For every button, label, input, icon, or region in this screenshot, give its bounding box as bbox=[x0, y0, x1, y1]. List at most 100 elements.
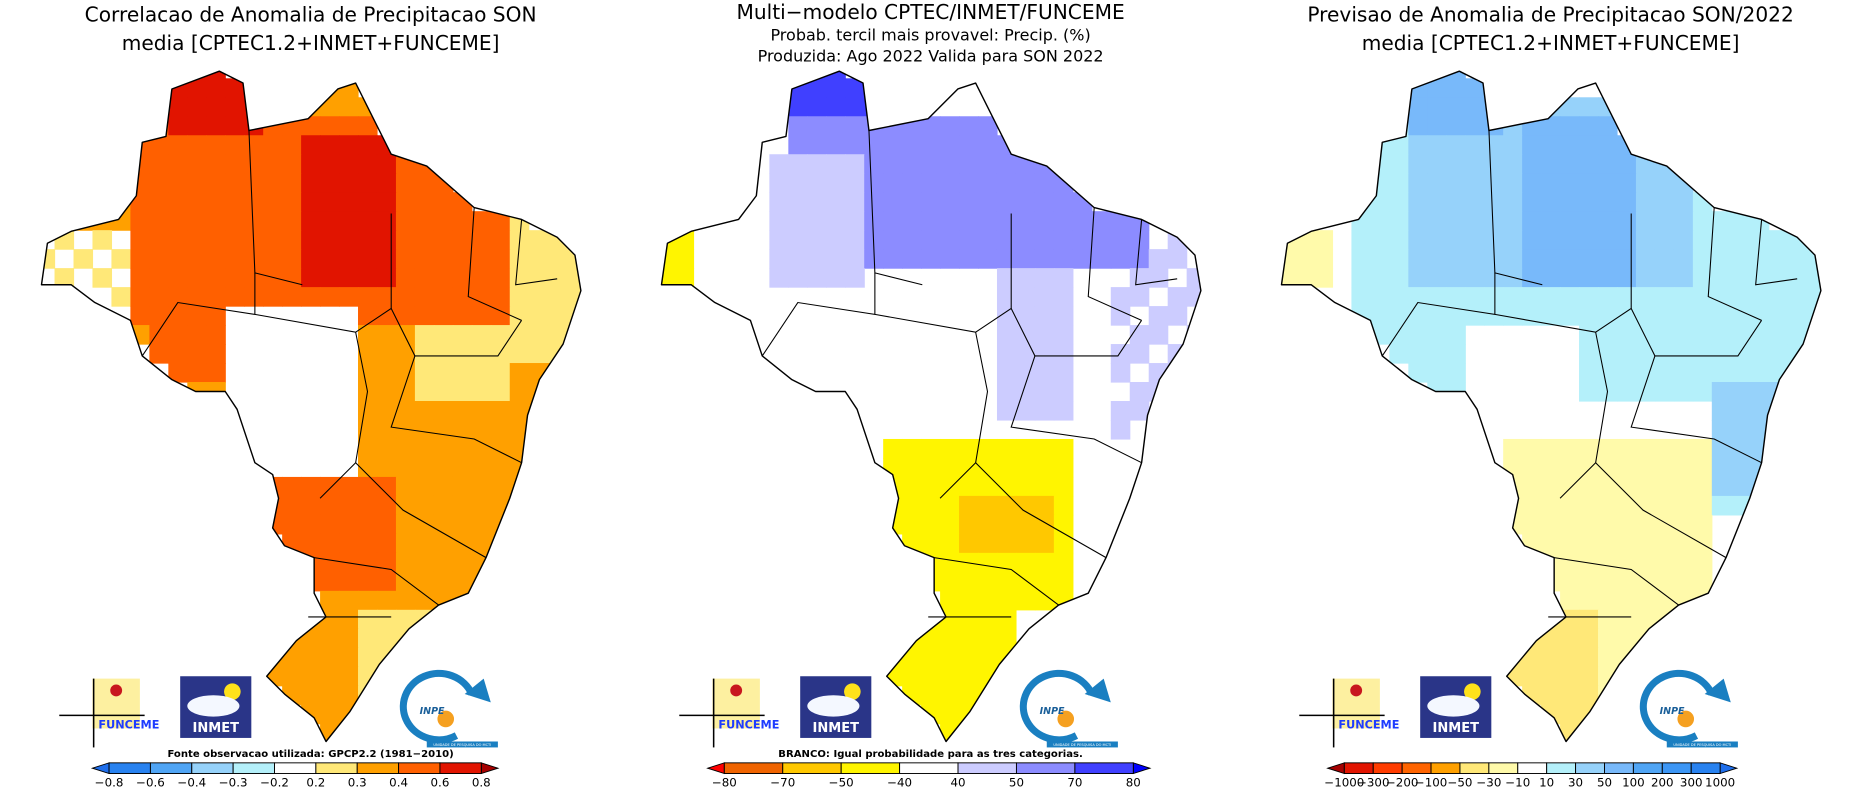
grid-cell bbox=[1541, 173, 1561, 193]
grid-cell bbox=[1294, 268, 1315, 288]
grid-cell bbox=[452, 419, 473, 440]
grid-cell bbox=[1616, 590, 1637, 611]
grid-cell bbox=[1465, 268, 1485, 288]
grid-cell bbox=[1522, 268, 1542, 288]
grid-cell bbox=[92, 211, 113, 231]
grid-cell bbox=[1730, 325, 1751, 345]
grid-cell bbox=[1730, 363, 1751, 383]
grid-cell bbox=[959, 495, 979, 516]
grid-cell bbox=[358, 552, 378, 573]
grid-cell bbox=[1635, 306, 1656, 326]
grid-cell bbox=[395, 230, 416, 250]
grid-cell bbox=[1579, 230, 1599, 250]
colorbar-box bbox=[1488, 762, 1519, 775]
grid-cell bbox=[1427, 71, 1447, 79]
grid-cell bbox=[414, 552, 435, 573]
grid-cell bbox=[376, 306, 397, 326]
cloud-icon bbox=[187, 695, 240, 717]
grid-cell bbox=[206, 268, 226, 288]
grid-cell bbox=[395, 211, 416, 231]
grid-cell bbox=[225, 154, 245, 174]
grid-cell bbox=[1598, 287, 1618, 307]
grid-cell bbox=[1427, 173, 1447, 193]
grid-cell bbox=[921, 173, 941, 193]
grid-cell bbox=[395, 363, 416, 383]
grid-cell bbox=[149, 325, 169, 345]
colorbar-box bbox=[899, 762, 959, 775]
grid-cell bbox=[788, 154, 808, 174]
grid-cell bbox=[1616, 666, 1637, 687]
colorbar-label: −70 bbox=[770, 776, 795, 790]
grid-cell bbox=[1579, 249, 1599, 269]
colorbar-label: 1000 bbox=[1705, 776, 1735, 790]
colorbar-label: 50 bbox=[1597, 776, 1612, 790]
grid-cell bbox=[921, 533, 941, 554]
circular-arrow-icon bbox=[1639, 669, 1716, 744]
panel-note: BRANCO: Igual probabilidade para as tres… bbox=[778, 749, 1083, 760]
grid-cell bbox=[1072, 211, 1093, 231]
grid-cell bbox=[1673, 249, 1694, 269]
grid-cell bbox=[940, 571, 960, 592]
colorbar-label: 0.8 bbox=[472, 776, 491, 790]
grid-cell bbox=[263, 173, 283, 193]
colorbar-box bbox=[1372, 762, 1403, 775]
grid-cell bbox=[358, 685, 378, 706]
grid-cell bbox=[1579, 533, 1599, 554]
title-line: Correlacao de Anomalia de Precipitacao S… bbox=[85, 2, 537, 26]
grid-cell bbox=[490, 268, 511, 288]
grid-cell bbox=[452, 590, 473, 611]
colorbar-label: −300 bbox=[1357, 776, 1390, 790]
grid-cell bbox=[452, 552, 473, 573]
grid-cell bbox=[883, 495, 903, 516]
grid-cell bbox=[1281, 230, 1296, 250]
grid-cell bbox=[168, 135, 188, 155]
grid-cell bbox=[826, 173, 846, 193]
grid-cell bbox=[206, 306, 226, 326]
grid-cell bbox=[940, 154, 960, 174]
grid-cell bbox=[1015, 287, 1036, 307]
grid-cell bbox=[1579, 628, 1599, 649]
colorbar-label: 0.3 bbox=[348, 776, 367, 790]
grid-cell bbox=[959, 590, 979, 611]
grid-cell bbox=[320, 647, 340, 668]
grid-cell bbox=[1465, 97, 1485, 117]
grid-cell bbox=[996, 287, 1017, 307]
grid-cell bbox=[921, 647, 941, 668]
grid-cell bbox=[1110, 306, 1131, 326]
grid-cell bbox=[225, 230, 245, 250]
grid-cell bbox=[902, 647, 922, 668]
grid-cell bbox=[1560, 685, 1580, 706]
grid-cell bbox=[263, 135, 283, 155]
grid-cell bbox=[225, 192, 245, 212]
grid-cell bbox=[1072, 230, 1093, 250]
grid-cell bbox=[1560, 268, 1580, 288]
grid-cell bbox=[1598, 571, 1618, 592]
title-line: media [CPTEC1.2+INMET+FUNCEME] bbox=[1362, 31, 1740, 55]
grid-cell bbox=[1730, 401, 1751, 421]
grid-cell bbox=[902, 249, 922, 269]
grid-cell bbox=[1541, 268, 1561, 288]
grid-cell bbox=[1427, 211, 1447, 231]
colorbar-label: 0.6 bbox=[431, 776, 450, 790]
grid-cell bbox=[1072, 249, 1093, 269]
colorbar-label: −0.8 bbox=[95, 776, 124, 790]
grid-cell bbox=[130, 211, 150, 231]
grid-cell bbox=[1598, 685, 1618, 706]
grid-cell bbox=[339, 173, 359, 193]
grid-cell bbox=[1465, 154, 1485, 174]
grid-cell bbox=[1129, 344, 1150, 364]
grid-cell bbox=[339, 628, 359, 649]
colorbar-box bbox=[232, 762, 275, 775]
grid-cell bbox=[1692, 287, 1713, 307]
colorbar-box bbox=[1459, 762, 1490, 775]
grid-cell bbox=[320, 723, 340, 742]
grid-cell bbox=[921, 116, 941, 136]
grid-cell bbox=[452, 514, 473, 535]
state-border bbox=[1494, 213, 1632, 333]
grid-cell bbox=[490, 382, 511, 402]
grid-cell bbox=[1560, 704, 1580, 725]
grid-cell bbox=[1635, 344, 1656, 364]
grid-cell bbox=[1579, 571, 1599, 592]
grid-cell bbox=[358, 306, 378, 326]
grid-cell bbox=[1389, 249, 1409, 269]
